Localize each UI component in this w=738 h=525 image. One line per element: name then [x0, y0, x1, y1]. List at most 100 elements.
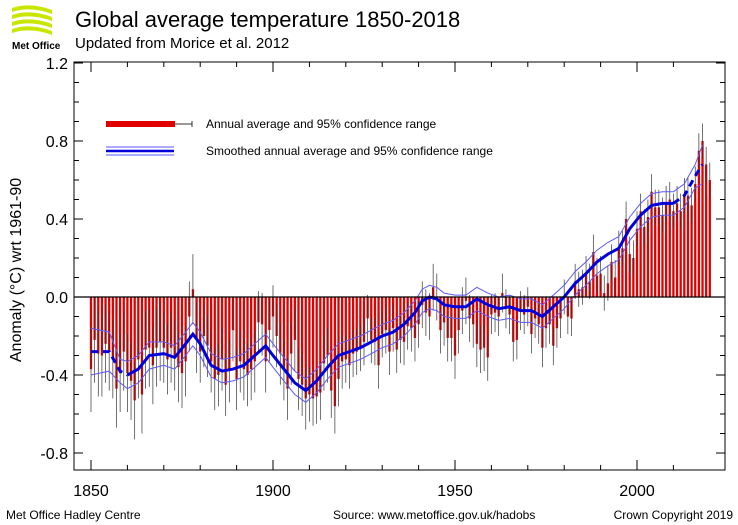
legend-smoothed-label: Smoothed annual average and 95% confiden… — [206, 144, 493, 158]
annual-bar — [686, 195, 690, 297]
annual-bar — [479, 297, 482, 350]
annual-bar — [657, 207, 660, 297]
annual-bar — [694, 183, 697, 297]
annual-bar — [322, 297, 326, 364]
annual-bar — [250, 297, 253, 370]
annual-bar — [515, 297, 519, 340]
annual-bar — [482, 297, 486, 348]
y-tick-label: 0.0 — [46, 290, 68, 307]
annual-bar — [697, 150, 701, 297]
annual-bar — [661, 215, 664, 297]
annual-bar — [624, 219, 628, 297]
annual-bar — [646, 217, 650, 297]
annual-bar — [264, 297, 267, 362]
annual-bar — [246, 297, 249, 375]
met-office-logo: Met Office — [12, 5, 61, 52]
annual-bar — [308, 297, 311, 395]
smoothed-lower-bound — [90, 183, 703, 403]
annual-bar — [654, 207, 657, 297]
annual-bar — [388, 297, 391, 352]
y-tick-label: 0.4 — [46, 212, 68, 229]
annual-bar — [180, 297, 184, 374]
annual-bar — [235, 297, 238, 379]
chart-subtitle: Updated from Morice et al. 2012 — [75, 35, 289, 52]
annual-bar — [311, 297, 315, 399]
annual-bar — [639, 211, 642, 297]
annual-bar — [224, 297, 227, 385]
annual-bar — [242, 297, 246, 370]
x-tick-label: 1950 — [437, 483, 473, 500]
annual-bar — [115, 297, 118, 389]
annual-bar — [683, 195, 686, 297]
annual-bar — [326, 297, 329, 356]
annual-bar — [395, 297, 398, 350]
annual-bar — [377, 297, 380, 366]
x-tick-label: 1850 — [73, 483, 109, 500]
annual-bar — [337, 297, 340, 379]
annual-bar — [129, 297, 133, 381]
x-tick-label: 1900 — [255, 483, 291, 500]
annual-bar — [355, 297, 358, 352]
annual-bar — [701, 141, 704, 297]
smoothed-line-start — [91, 350, 129, 377]
annual-bar — [133, 297, 136, 401]
annual-bar — [330, 297, 333, 391]
annual-bar — [668, 199, 671, 297]
annual-bar — [217, 297, 220, 375]
annual-bar — [632, 258, 635, 297]
annual-bar — [690, 205, 693, 297]
annual-bar — [664, 203, 668, 297]
footer-left: Met Office Hadley Centre — [6, 508, 141, 522]
annual-bar — [297, 297, 300, 379]
annual-bar — [617, 248, 620, 297]
x-tick-label: 2000 — [619, 483, 655, 500]
annual-bar — [359, 297, 362, 348]
y-tick-label: -0.8 — [40, 446, 68, 463]
legend-annual-label: Annual average and 95% confidence range — [206, 117, 437, 131]
annual-bar — [650, 191, 653, 297]
annual-bar — [541, 297, 544, 348]
footer-source: Source: www.metoffice.gov.uk/hadobs — [333, 508, 535, 522]
annual-bar — [635, 228, 639, 297]
annual-bar — [341, 297, 344, 362]
annual-bar — [315, 297, 318, 397]
annual-bar — [486, 297, 489, 358]
annual-bar — [228, 297, 231, 372]
annual-bar — [552, 297, 555, 346]
annual-bar — [679, 211, 682, 297]
annual-bar — [592, 252, 595, 297]
annual-bar — [333, 297, 337, 407]
annual-bar — [239, 297, 242, 362]
annual-bar — [282, 297, 286, 370]
annual-bar — [351, 297, 355, 354]
legend-annual-swatch — [106, 121, 193, 127]
annual-bar — [453, 297, 457, 356]
annual-bar — [675, 203, 679, 297]
annual-bar — [708, 180, 711, 297]
axes: -0.8 -0.4 0.0 0.4 0.8 1.2 1850 1900 1950 2000 — [40, 56, 725, 500]
annual-bar — [344, 297, 347, 360]
annual-bar — [213, 297, 216, 379]
legend: Annual average and 95% confidence range … — [106, 117, 493, 158]
annual-bar — [140, 297, 144, 395]
chart-title: Global average temperature 1850-2018 — [75, 7, 460, 32]
annual-bar — [253, 297, 256, 362]
plot-frame — [73, 61, 726, 471]
annual-bar — [348, 297, 351, 366]
logo-text: Met Office — [12, 41, 61, 52]
y-tick-label: -0.4 — [40, 368, 68, 385]
annual-bar — [672, 211, 675, 297]
annual-bar — [286, 297, 289, 389]
annual-bar — [209, 297, 213, 362]
annual-bar — [319, 297, 322, 393]
annual-bar — [304, 297, 307, 399]
y-tick-label: 0.8 — [46, 134, 68, 151]
legend-smoothed-swatch — [106, 146, 174, 156]
smoothed-line-end — [672, 163, 704, 205]
annual-bar — [628, 254, 631, 297]
annual-bar — [621, 248, 624, 297]
smoothed-upper-bound — [90, 144, 703, 380]
footer-copyright: Crown Copyright 2019 — [614, 508, 734, 522]
smoothed-line — [126, 201, 674, 393]
